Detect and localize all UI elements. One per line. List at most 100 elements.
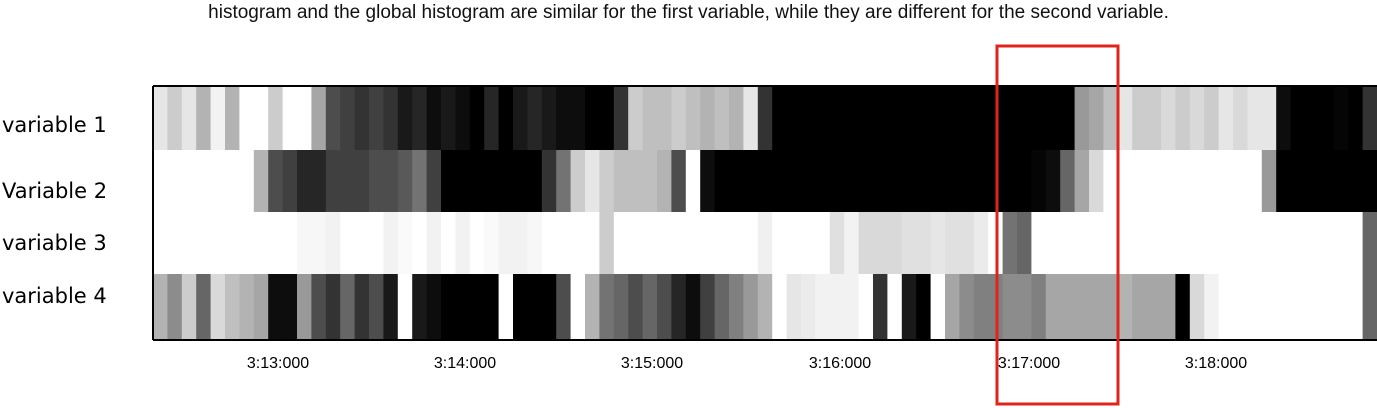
cell-r4-c66 [1089, 274, 1104, 340]
cell-r3-c16 [369, 212, 384, 274]
cell-r3-c52 [887, 212, 903, 274]
cell-r1-c22 [455, 86, 471, 150]
cell-r1-c8 [253, 86, 269, 150]
cell-r4-c50 [858, 274, 874, 340]
cell-r1-c32 [599, 86, 615, 150]
cell-r1-c3 [181, 86, 197, 150]
cell-r3-c64 [1060, 212, 1076, 274]
cell-r4-c82 [1319, 274, 1335, 340]
cell-r2-c83 [1333, 150, 1349, 212]
cell-r1-c63 [1045, 86, 1061, 150]
x-tick-label-5: 3:17:000 [998, 355, 1060, 372]
cell-r2-c43 [757, 150, 773, 212]
cell-r1-c68 [1117, 86, 1133, 150]
cell-r2-c42 [743, 150, 759, 212]
cell-r4-c8 [253, 274, 269, 340]
cell-r2-c19 [412, 150, 428, 212]
cell-r3-c43 [757, 212, 773, 274]
cell-r2-c24 [484, 150, 500, 212]
cell-r4-c47 [815, 274, 831, 340]
cell-r4-c7 [239, 274, 255, 340]
cell-r3-c30 [570, 212, 586, 274]
cell-r4-c32 [599, 274, 615, 340]
cell-r1-c51 [873, 86, 888, 150]
cell-r4-c73 [1189, 274, 1205, 340]
cell-r3-c61 [1017, 212, 1032, 274]
cell-r4-c45 [786, 274, 802, 340]
cell-r2-c27 [527, 150, 543, 212]
cell-r1-c44 [772, 86, 788, 150]
cell-r3-c8 [253, 212, 269, 274]
cell-r1-c61 [1017, 86, 1032, 150]
cell-r3-c72 [1175, 212, 1191, 274]
cell-r3-c53 [901, 212, 917, 274]
cell-r1-c60 [1002, 86, 1018, 150]
cell-r3-c83 [1333, 212, 1349, 274]
cell-r2-c36 [657, 150, 672, 212]
cell-r1-c7 [239, 86, 255, 150]
cell-r2-c25 [498, 150, 514, 212]
cell-r2-c56 [945, 150, 960, 212]
cell-r2-c12 [311, 150, 327, 212]
cell-r3-c51 [873, 212, 888, 274]
cell-r2-c76 [1233, 150, 1248, 212]
cell-r1-c20 [426, 86, 442, 150]
cell-r3-c15 [354, 212, 370, 274]
cell-r4-c38 [685, 274, 701, 340]
cell-r3-c23 [469, 212, 485, 274]
cell-r1-c65 [1074, 86, 1090, 150]
cell-r1-c30 [570, 86, 586, 150]
cell-r2-c67 [1103, 150, 1119, 212]
cell-r3-c82 [1319, 212, 1335, 274]
cell-r3-c71 [1161, 212, 1176, 274]
cell-r4-c65 [1074, 274, 1090, 340]
cell-r4-c15 [354, 274, 370, 340]
heatmap-cells [153, 86, 1377, 340]
cell-r1-c50 [858, 86, 874, 150]
cell-r2-c1 [153, 150, 168, 212]
cell-r2-c66 [1089, 150, 1104, 212]
cell-r2-c49 [844, 150, 860, 212]
cell-r3-c74 [1204, 212, 1220, 274]
cell-r1-c57 [959, 86, 975, 150]
cell-r4-c77 [1247, 274, 1263, 340]
cell-r1-c2 [167, 86, 183, 150]
cell-r2-c45 [786, 150, 802, 212]
cell-r4-c36 [657, 274, 672, 340]
cell-r1-c66 [1089, 86, 1104, 150]
cell-r2-c14 [340, 150, 356, 212]
x-tick-label-2: 3:14:000 [434, 355, 496, 372]
cell-r3-c14 [340, 212, 356, 274]
cell-r1-c15 [354, 86, 370, 150]
cell-r3-c11 [297, 212, 312, 274]
cell-r4-c53 [901, 274, 917, 340]
cell-r1-c71 [1161, 86, 1176, 150]
cell-r1-c45 [786, 86, 802, 150]
cell-r3-c66 [1089, 212, 1104, 274]
cell-r2-c26 [513, 150, 528, 212]
cell-r1-c74 [1204, 86, 1220, 150]
cell-r3-c4 [196, 212, 212, 274]
cell-r1-c28 [541, 86, 557, 150]
cell-r1-c5 [210, 86, 226, 150]
cell-r1-c58 [973, 86, 989, 150]
cell-r3-c58 [973, 212, 989, 274]
cell-r1-c16 [369, 86, 384, 150]
cell-r3-c17 [383, 212, 399, 274]
cell-r3-c22 [455, 212, 471, 274]
cell-r2-c11 [297, 150, 312, 212]
row-label-2: Variable 2 [2, 179, 107, 203]
cell-r2-c52 [887, 150, 903, 212]
cell-r4-c18 [397, 274, 413, 340]
cell-r4-c34 [628, 274, 644, 340]
cell-r2-c57 [959, 150, 975, 212]
cell-r2-c72 [1175, 150, 1191, 212]
cell-r3-c2 [167, 212, 183, 274]
cell-r1-c49 [844, 86, 860, 150]
cell-r1-c81 [1305, 86, 1320, 150]
cell-r2-c33 [613, 150, 629, 212]
cell-r1-c27 [527, 86, 543, 150]
cell-r4-c25 [498, 274, 514, 340]
cell-r1-c54 [916, 86, 932, 150]
cell-r3-c85 [1362, 212, 1377, 274]
